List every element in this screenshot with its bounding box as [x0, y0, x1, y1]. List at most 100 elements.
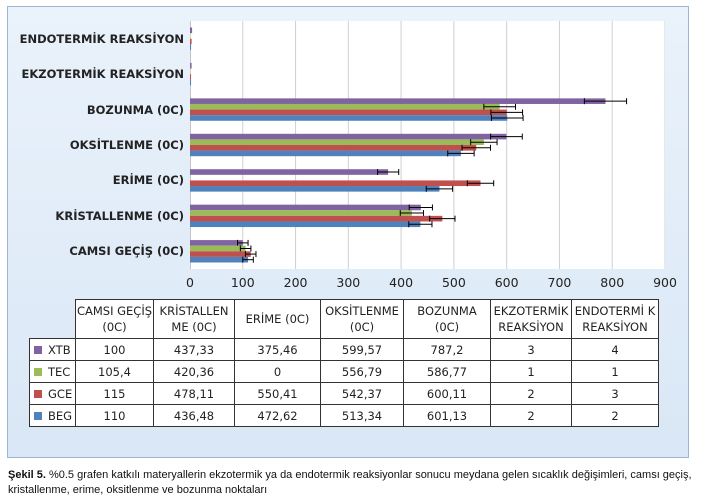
caption-text: %0.5 grafen katkılı materyallerin ekzote… [8, 469, 692, 496]
table-cell: 2 [571, 404, 659, 427]
x-tick-label: 500 [441, 275, 466, 290]
error-bar [470, 139, 498, 146]
table-header: EKZOTERMİK REAKSİYON [490, 299, 572, 339]
legend-swatch [34, 368, 42, 376]
x-tick-label: 0 [186, 275, 194, 290]
table-cell: 2 [490, 382, 572, 405]
category-label: ENDOTERMİK REAKSİYON [19, 31, 184, 46]
table-cell: 3 [571, 382, 659, 405]
bar-xtb [190, 204, 421, 211]
x-tick-label: 800 [600, 275, 625, 290]
error-bar [447, 150, 475, 157]
category-label: KRİSTALLENME (0C) [55, 208, 184, 223]
table-cell: 2 [490, 404, 572, 427]
table-cell: 1 [490, 360, 572, 383]
bar-beg [190, 79, 192, 86]
table-cell: 110 [75, 404, 154, 427]
table-cell: 600,11 [403, 382, 491, 405]
table-cell: 586,77 [403, 360, 491, 383]
table-cell: 1 [571, 360, 659, 383]
table-header: ENDOTERMİ K REAKSİYON [571, 299, 659, 339]
bar-beg [190, 150, 461, 157]
bar-xtb [190, 98, 606, 104]
bar-xtb [190, 62, 192, 69]
error-bar [237, 239, 249, 246]
error-bar [490, 133, 523, 140]
legend-label: GCE [48, 386, 73, 401]
table-cell: 556,79 [320, 360, 404, 383]
legend-cell: TEC [29, 360, 76, 383]
table-cell: 787,2 [403, 338, 491, 361]
x-tick-label: 400 [389, 275, 414, 290]
plot-area [190, 21, 665, 269]
table-cell: 0 [234, 360, 321, 383]
legend-cell: BEG [29, 404, 76, 427]
bar-tec [190, 210, 412, 216]
table-cell: 599,57 [320, 338, 404, 361]
error-bar [244, 251, 257, 258]
error-bar [461, 144, 492, 151]
error-bar [239, 245, 252, 252]
table-corner [30, 300, 76, 339]
table-cell: 437,33 [153, 338, 235, 361]
bar-tec [190, 139, 484, 145]
table-cell: 375,46 [234, 338, 321, 361]
error-bar [408, 221, 433, 228]
chart-figure: CAMSI GEÇİŞ (0C) KRİSTALLENME (0C) ERİME (… [7, 6, 689, 458]
table-cell: 513,34 [320, 404, 404, 427]
error-bar [242, 256, 254, 263]
table-cell: 601,13 [403, 404, 491, 427]
table-row: TEC 105,4 420,36 0 556,79 586,77 1 1 [29, 360, 659, 383]
legend-swatch [34, 346, 42, 354]
bar-gce [190, 38, 192, 45]
legend-label: BEG [48, 408, 73, 423]
legend-label: XTB [48, 342, 71, 357]
category-label: EKZOTERMİK REAKSİYON [21, 67, 184, 82]
table-cell: 478,11 [153, 382, 235, 405]
bar-gce [190, 215, 443, 222]
bar-beg [190, 44, 192, 50]
bar-gce [190, 74, 192, 80]
error-bar [466, 180, 495, 187]
error-bar [399, 210, 424, 217]
legend-label: TEC [48, 364, 71, 379]
error-bar [408, 204, 433, 211]
category-label: CAMSI GEÇİŞ (0C) [69, 244, 184, 259]
bar-beg [190, 115, 508, 121]
bar-beg [190, 221, 421, 228]
legend-swatch [34, 390, 42, 398]
table-cell: 105,4 [75, 360, 154, 383]
error-bar [429, 215, 456, 222]
table-cell: 472,62 [234, 404, 321, 427]
bar-xtb [190, 240, 243, 246]
table-header: CAMSI GEÇİŞ (0C) [75, 299, 154, 339]
bar-tec [190, 103, 500, 110]
table-header-row: CAMSI GEÇİŞ (0C) KRİSTALLEN ME (0C) ERİME … [30, 299, 659, 339]
bar-gce [190, 109, 507, 116]
table-row: GCE 115 478,11 550,41 542,37 600,11 2 3 [29, 382, 659, 405]
bar-gce [190, 180, 481, 187]
bar-tec [190, 245, 246, 252]
table-cell: 542,37 [320, 382, 404, 405]
x-tick-label: 100 [230, 275, 255, 290]
error-bar [583, 98, 628, 105]
error-bar [377, 169, 400, 176]
table-cell: 4 [571, 338, 659, 361]
category-label: ERİME (0C) [112, 173, 184, 188]
bar-tec [190, 68, 191, 75]
x-tick-label: 900 [653, 275, 677, 290]
table-cell: 115 [75, 382, 154, 405]
bar-gce [190, 251, 251, 257]
bar-xtb [190, 27, 193, 34]
caption-label: Şekil 5. [8, 469, 46, 481]
table-cell: 420,36 [153, 360, 235, 383]
bar-tec [190, 33, 191, 39]
x-tick-label: 700 [547, 275, 572, 290]
table-cell: 550,41 [234, 382, 321, 405]
table-cell: 3 [490, 338, 572, 361]
bar-beg [190, 186, 440, 192]
x-tick-label: 200 [283, 275, 308, 290]
table-header: ERİME (0C) [234, 299, 321, 339]
table-header: KRİSTALLEN ME (0C) [153, 299, 235, 339]
error-bar [490, 109, 524, 116]
